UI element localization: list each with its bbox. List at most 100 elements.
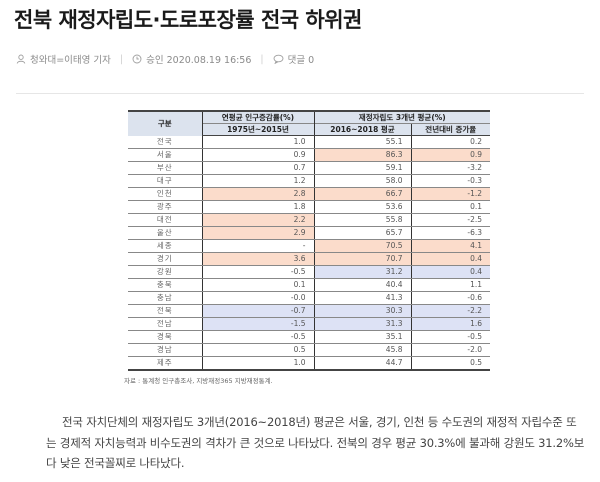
cell-population-change: -0.0	[201, 291, 314, 305]
cell-region: 인천	[128, 187, 202, 201]
cell-fiscal-change: 1.6	[410, 317, 491, 331]
article-body: 전국 자치단체의 재정자립도 3개년(2016~2018년) 평균은 서울, 경…	[46, 412, 586, 474]
table-row: 대전 2.2 55.8 -2.5	[128, 213, 491, 227]
author-name[interactable]: 청와대=이태영 기자	[30, 55, 111, 66]
data-table-figure: 구분 연평균 인구증감률(%) 재정자립도 3개년 평균(%) 1975년~20…	[124, 110, 491, 385]
cell-population-change: 0.5	[201, 343, 314, 357]
cell-population-change: -1.5	[201, 317, 314, 331]
cell-population-change: 2.2	[201, 213, 314, 227]
table-source-note: 자료 : 통계청 인구총조사, 지방재정365 지방재정통계.	[124, 377, 273, 385]
cell-region: 충북	[128, 278, 202, 292]
cell-fiscal-change: 0.9	[410, 148, 491, 162]
table-row: 전남 -1.5 31.3 1.6	[128, 317, 491, 331]
cell-population-change: 0.1	[201, 278, 314, 292]
article-meta: 청와대=이태영 기자 | 승인 2020.08.19 16:56 | 댓글 0	[16, 52, 314, 66]
table-row: 부산 0.7 59.1 -3.2	[128, 161, 491, 175]
table-row: 서울 0.9 86.3 0.9	[128, 148, 491, 162]
clock-icon	[132, 54, 142, 64]
cell-fiscal-average: 59.1	[313, 161, 411, 175]
meta-separator: |	[260, 53, 264, 65]
cell-fiscal-change: -6.3	[410, 226, 491, 240]
header-population-group: 연평균 인구증감률(%)	[201, 110, 314, 124]
header-region: 구분	[128, 110, 202, 136]
table-row: 전북 -0.7 30.3 -2.2	[128, 304, 491, 318]
table-row: 충북 0.1 40.4 1.1	[128, 278, 491, 292]
author-info: 청와대=이태영 기자	[16, 52, 111, 66]
cell-population-change: 1.0	[201, 135, 314, 149]
table-row: 경남 0.5 45.8 -2.0	[128, 343, 491, 357]
cell-population-change: -0.7	[201, 304, 314, 318]
cell-region: 광주	[128, 200, 202, 214]
cell-population-change: -	[201, 239, 314, 253]
cell-population-change: 3.6	[201, 252, 314, 266]
cell-region: 제주	[128, 356, 202, 371]
header-fiscal-group: 재정자립도 3개년 평균(%)	[313, 110, 491, 124]
cell-fiscal-average: 66.7	[313, 187, 411, 201]
cell-population-change: 0.7	[201, 161, 314, 175]
cell-fiscal-average: 31.2	[313, 265, 411, 279]
cell-fiscal-average: 41.3	[313, 291, 411, 305]
cell-fiscal-change: 0.2	[410, 135, 491, 149]
table-row: 전국 1.0 55.1 0.2	[128, 135, 491, 149]
comment-count[interactable]: 댓글 0	[287, 55, 315, 66]
cell-population-change: -0.5	[201, 265, 314, 279]
header-fiscal-change: 전년대비 증가율	[410, 123, 491, 136]
cell-fiscal-change: -2.2	[410, 304, 491, 318]
cell-fiscal-change: -1.2	[410, 187, 491, 201]
cell-population-change: -0.5	[201, 330, 314, 344]
header-fiscal-average: 2016~2018 평균	[313, 123, 411, 136]
cell-region: 세종	[128, 239, 202, 253]
approved-info: 승인 2020.08.19 16:56	[132, 52, 251, 66]
cell-fiscal-average: 40.4	[313, 278, 411, 292]
table-row: 강원 -0.5 31.2 0.4	[128, 265, 491, 279]
table-row: 경북 -0.5 35.1 -0.5	[128, 330, 491, 344]
cell-fiscal-average: 31.3	[313, 317, 411, 331]
header-population-period: 1975년~2015년	[201, 123, 314, 136]
cell-region: 충남	[128, 291, 202, 305]
table-row: 제주 1.0 44.7 0.5	[128, 356, 491, 371]
speech-bubble-icon	[273, 54, 284, 64]
cell-fiscal-average: 86.3	[313, 148, 411, 162]
cell-fiscal-average: 35.1	[313, 330, 411, 344]
cell-fiscal-average: 30.3	[313, 304, 411, 318]
cell-population-change: 1.0	[201, 356, 314, 371]
table-body: 전국 1.0 55.1 0.2 서울 0.9 86.3 0.9 부산 0.7 59.1 -3.2 대구 1…	[128, 135, 491, 371]
cell-fiscal-average: 70.7	[313, 252, 411, 266]
cell-fiscal-average: 70.5	[313, 239, 411, 253]
cell-fiscal-average: 58.0	[313, 174, 411, 188]
cell-fiscal-change: -0.5	[410, 330, 491, 344]
cell-fiscal-average: 44.7	[313, 356, 411, 371]
cell-region: 경남	[128, 343, 202, 357]
table-row: 충남 -0.0 41.3 -0.6	[128, 291, 491, 305]
cell-fiscal-change: -3.2	[410, 161, 491, 175]
cell-fiscal-change: 0.5	[410, 356, 491, 371]
cell-region: 전남	[128, 317, 202, 331]
approved-datetime: 승인 2020.08.19 16:56	[146, 55, 252, 66]
cell-region: 경기	[128, 252, 202, 266]
cell-fiscal-average: 55.8	[313, 213, 411, 227]
cell-region: 대전	[128, 213, 202, 227]
cell-population-change: 1.2	[201, 174, 314, 188]
cell-fiscal-change: -0.3	[410, 174, 491, 188]
table-row: 인천 2.8 66.7 -1.2	[128, 187, 491, 201]
cell-region: 전국	[128, 135, 202, 149]
cell-region: 부산	[128, 161, 202, 175]
person-icon	[16, 54, 26, 64]
header-divider	[16, 93, 584, 94]
cell-population-change: 2.9	[201, 226, 314, 240]
cell-population-change: 1.8	[201, 200, 314, 214]
table-row: 대구 1.2 58.0 -0.3	[128, 174, 491, 188]
fiscal-independence-table: 구분 연평균 인구증감률(%) 재정자립도 3개년 평균(%) 1975년~20…	[128, 110, 491, 371]
cell-fiscal-change: 0.1	[410, 200, 491, 214]
comments-info[interactable]: 댓글 0	[273, 52, 315, 66]
article-body-text: 전국 자치단체의 재정자립도 3개년(2016~2018년) 평균은 서울, 경…	[46, 415, 585, 470]
cell-fiscal-average: 65.7	[313, 226, 411, 240]
cell-fiscal-change: -2.0	[410, 343, 491, 357]
article-headline: 전북 재정자립도·도로포장률 전국 하위권	[14, 8, 362, 32]
table-row: 광주 1.8 53.6 0.1	[128, 200, 491, 214]
cell-population-change: 0.9	[201, 148, 314, 162]
cell-fiscal-change: -2.5	[410, 213, 491, 227]
cell-fiscal-change: 4.1	[410, 239, 491, 253]
cell-fiscal-change: 1.1	[410, 278, 491, 292]
cell-region: 대구	[128, 174, 202, 188]
